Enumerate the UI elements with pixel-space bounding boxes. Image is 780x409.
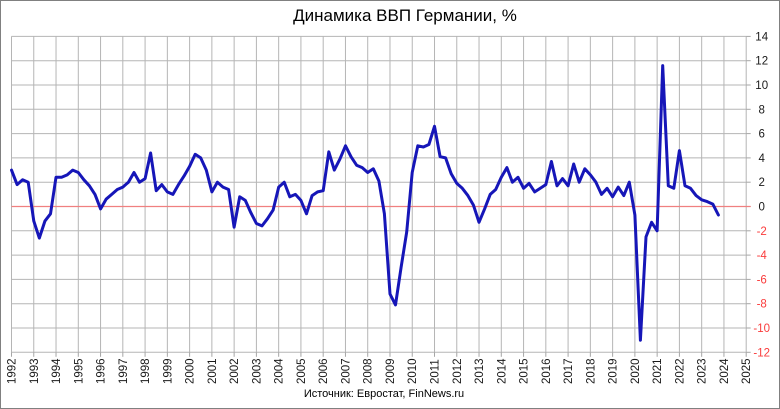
- x-tick-label: 2023: [697, 358, 709, 384]
- x-tick-label: 2004: [274, 358, 286, 384]
- x-tick-label: 1993: [29, 358, 41, 384]
- x-tick-label: 2017: [563, 358, 575, 384]
- x-tick-label: 1997: [118, 358, 130, 384]
- y-tick-label: 12: [755, 56, 768, 68]
- x-tick-label: 2009: [385, 358, 397, 384]
- y-tick-label: 4: [758, 153, 765, 165]
- x-tick-label: 2011: [430, 359, 442, 384]
- x-tick-label: 2006: [318, 358, 330, 384]
- x-tick-label: 1998: [140, 358, 152, 384]
- y-tick-label: 8: [758, 104, 764, 116]
- x-tick-label: 1994: [51, 358, 63, 384]
- x-tick-label: 2007: [341, 358, 353, 384]
- y-tick-label: 0: [758, 202, 764, 214]
- x-tick-label: 1992: [7, 358, 19, 384]
- x-tick-label: 2013: [474, 358, 486, 384]
- source-caption: Источник: Евростат, FinNews.ru: [303, 388, 465, 400]
- x-tick-label: 2002: [229, 358, 241, 384]
- chart-title: Динамика ВВП Германии, %: [293, 6, 517, 25]
- x-tick-label: 2018: [585, 358, 597, 384]
- y-tick-label: -12: [753, 347, 770, 359]
- x-tick-label: 2024: [719, 358, 731, 384]
- gdp-series-line: [10, 64, 720, 342]
- x-tick-label: 2001: [207, 358, 219, 384]
- x-tick-label: 1995: [73, 358, 85, 384]
- x-tick-label: 2019: [608, 358, 620, 384]
- y-tick-label: 2: [758, 177, 764, 189]
- x-tick-label: 1999: [162, 358, 174, 384]
- y-tick-label: 10: [755, 80, 768, 92]
- x-tick-label: 2014: [496, 358, 508, 384]
- x-tick-label: 2015: [519, 358, 531, 384]
- y-tick-label: 6: [758, 129, 764, 141]
- x-tick-label: 2022: [674, 358, 686, 384]
- x-tick-label: 2008: [363, 358, 375, 384]
- x-tick-label: 2025: [741, 358, 753, 384]
- x-tick-label: 2003: [251, 358, 263, 384]
- x-tick-label: 2021: [652, 358, 664, 384]
- x-tick-label: 2010: [407, 358, 419, 384]
- x-tick-label: 2012: [452, 358, 464, 384]
- y-tick-label: 14: [755, 31, 768, 43]
- y-tick-label: -8: [757, 299, 767, 311]
- y-tick-label: -6: [757, 274, 767, 286]
- y-tick-label: -4: [757, 250, 768, 262]
- x-tick-label: 2005: [296, 358, 308, 384]
- x-tick-label: 2000: [185, 358, 197, 384]
- x-tick-label: 1996: [96, 358, 108, 384]
- x-tick-label: 2020: [630, 358, 642, 384]
- y-tick-label: -2: [757, 226, 767, 238]
- x-tick-label: 2016: [541, 358, 553, 384]
- y-tick-label: -10: [753, 323, 770, 335]
